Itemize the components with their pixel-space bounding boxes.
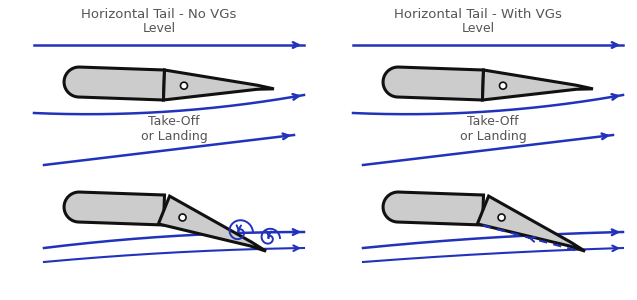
- Polygon shape: [164, 70, 274, 100]
- Text: Horizontal Tail - No VGs: Horizontal Tail - No VGs: [82, 8, 237, 21]
- Polygon shape: [482, 70, 593, 100]
- Polygon shape: [477, 196, 585, 251]
- Text: Level: Level: [143, 22, 176, 35]
- Circle shape: [179, 214, 186, 221]
- Text: Level: Level: [461, 22, 494, 35]
- Polygon shape: [383, 192, 483, 225]
- Circle shape: [499, 82, 506, 89]
- Text: Take-Off
or Landing: Take-Off or Landing: [460, 115, 526, 143]
- Text: Take-Off
or Landing: Take-Off or Landing: [141, 115, 208, 143]
- Polygon shape: [64, 192, 164, 225]
- Text: Horizontal Tail - With VGs: Horizontal Tail - With VGs: [394, 8, 562, 21]
- Circle shape: [180, 82, 187, 89]
- Polygon shape: [159, 196, 266, 251]
- Circle shape: [498, 214, 505, 221]
- Polygon shape: [383, 67, 483, 100]
- Polygon shape: [64, 67, 164, 100]
